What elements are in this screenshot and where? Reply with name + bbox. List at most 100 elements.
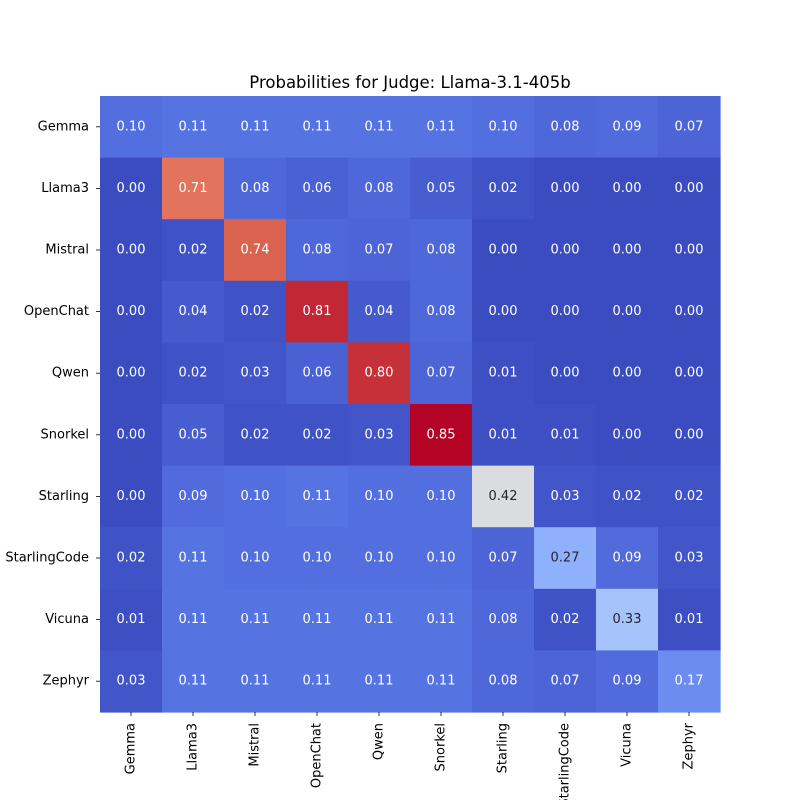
cell-value-label: 0.33 xyxy=(613,612,642,627)
cell-value-label: 0.00 xyxy=(117,243,146,258)
x-tick-label: Llama3 xyxy=(186,723,201,771)
heatmap-cell-mistral-starlingcode xyxy=(534,219,597,282)
heatmap-cell-gemma-starling xyxy=(472,96,535,159)
cell-value-label: 0.00 xyxy=(675,243,704,258)
heatmap-cell-openchat-vicuna xyxy=(596,280,659,343)
heatmap-cell-gemma-gemma xyxy=(100,96,163,159)
heatmap-cell-zephyr-gemma xyxy=(100,650,163,713)
heatmap-cell-starling-openchat xyxy=(286,465,349,528)
cell-value-label: 0.11 xyxy=(303,674,332,689)
heatmap-cell-zephyr-llama3 xyxy=(162,650,225,713)
cell-value-label: 0.03 xyxy=(365,427,394,442)
heatmap-cell-starling-starling xyxy=(472,465,535,528)
cell-value-label: 0.03 xyxy=(117,674,146,689)
heatmap-cell-vicuna-zephyr xyxy=(658,588,721,651)
cell-value-label: 0.05 xyxy=(179,427,208,442)
cell-value-label: 0.11 xyxy=(365,674,394,689)
heatmap-cell-openchat-openchat xyxy=(286,280,349,343)
heatmap-cell-starlingcode-starlingcode xyxy=(534,527,597,590)
heatmap-cell-snorkel-starlingcode xyxy=(534,404,597,467)
heatmap-cell-openchat-zephyr xyxy=(658,280,721,343)
cell-value-label: 0.10 xyxy=(241,551,270,566)
heatmap-cell-snorkel-starling xyxy=(472,404,535,467)
cell-value-label: 0.27 xyxy=(551,551,580,566)
heatmap-cell-mistral-mistral xyxy=(224,219,287,282)
heatmap-cell-starlingcode-vicuna xyxy=(596,527,659,590)
cell-value-label: 0.02 xyxy=(117,551,146,566)
y-axis: Gemma Llama3 Mistral OpenChat Qwen Snorkel Sta… xyxy=(5,119,100,689)
cell-value-label: 0.01 xyxy=(117,612,146,627)
heatmap-cell-zephyr-starlingcode xyxy=(534,650,597,713)
cell-value-label: 0.11 xyxy=(241,674,270,689)
x-tick-label: Vicuna xyxy=(620,723,635,767)
cell-value-label: 0.00 xyxy=(551,366,580,381)
heatmap-cell-openchat-mistral xyxy=(224,280,287,343)
cell-value-label: 0.00 xyxy=(117,427,146,442)
cell-value-label: 0.03 xyxy=(241,366,270,381)
cell-value-label: 0.08 xyxy=(365,181,394,196)
heatmap-cell-qwen-gemma xyxy=(100,342,163,405)
cell-value-label: 0.11 xyxy=(241,119,270,134)
cell-value-label: 0.09 xyxy=(613,119,642,134)
x-axis: Gemma Llama3 Mistral OpenChat Qwen Snorkel Sta… xyxy=(124,712,697,804)
x-tick-label: OpenChat xyxy=(310,723,325,788)
y-tick-label: Starling xyxy=(39,489,89,504)
heatmap-cell-qwen-zephyr xyxy=(658,342,721,405)
cell-value-label: 0.11 xyxy=(427,612,456,627)
heatmap-cell-starlingcode-mistral xyxy=(224,527,287,590)
cell-value-label: 0.06 xyxy=(303,366,332,381)
heatmap-cell-starlingcode-openchat xyxy=(286,527,349,590)
cell-value-label: 0.81 xyxy=(303,304,332,319)
cell-value-label: 0.11 xyxy=(303,489,332,504)
heatmap-cell-vicuna-snorkel xyxy=(410,588,473,651)
cell-value-label: 0.02 xyxy=(675,489,704,504)
heatmap-cell-llama3-starling xyxy=(472,157,535,220)
cell-value-label: 0.42 xyxy=(489,489,518,504)
cell-value-label: 0.11 xyxy=(179,119,208,134)
cell-value-label: 0.00 xyxy=(117,366,146,381)
heatmap-cell-zephyr-qwen xyxy=(348,650,411,713)
x-tick-label: Mistral xyxy=(248,723,263,767)
y-tick-label: Llama3 xyxy=(41,181,89,196)
heatmap-cell-openchat-starling xyxy=(472,280,535,343)
cell-value-label: 0.00 xyxy=(613,304,642,319)
cell-value-label: 0.09 xyxy=(613,674,642,689)
heatmap-cell-starlingcode-snorkel xyxy=(410,527,473,590)
cell-value-label: 0.02 xyxy=(303,427,332,442)
heatmap-cell-mistral-starling xyxy=(472,219,535,282)
heatmap-cell-mistral-llama3 xyxy=(162,219,225,282)
cell-value-label: 0.00 xyxy=(551,181,580,196)
heatmap-cell-starling-zephyr xyxy=(658,465,721,528)
heatmap-cell-mistral-qwen xyxy=(348,219,411,282)
heatmap-cell-gemma-snorkel xyxy=(410,96,473,159)
heatmap-cell-qwen-vicuna xyxy=(596,342,659,405)
cell-value-label: 0.09 xyxy=(179,489,208,504)
cell-value-label: 0.74 xyxy=(241,243,270,258)
heatmap-cell-snorkel-openchat xyxy=(286,404,349,467)
heatmap-cell-vicuna-starling xyxy=(472,588,535,651)
y-tick-label: Vicuna xyxy=(45,612,89,627)
y-tick-label: StarlingCode xyxy=(5,551,89,566)
cell-value-label: 0.00 xyxy=(489,243,518,258)
heatmap-cell-vicuna-gemma xyxy=(100,588,163,651)
x-tick-label: Gemma xyxy=(124,723,139,774)
cell-value-label: 0.00 xyxy=(117,181,146,196)
cell-value-label: 0.03 xyxy=(551,489,580,504)
heatmap-cell-openchat-starlingcode xyxy=(534,280,597,343)
cell-value-label: 0.00 xyxy=(675,427,704,442)
heatmap-cell-vicuna-llama3 xyxy=(162,588,225,651)
x-tick-label: Qwen xyxy=(372,723,387,760)
heatmap-cell-gemma-openchat xyxy=(286,96,349,159)
heatmap-cell-starlingcode-gemma xyxy=(100,527,163,590)
cell-value-label: 0.10 xyxy=(427,489,456,504)
cell-value-label: 0.00 xyxy=(551,243,580,258)
heatmap-cell-zephyr-mistral xyxy=(224,650,287,713)
x-tick-label: Zephyr xyxy=(682,722,697,769)
heatmap-cell-qwen-mistral xyxy=(224,342,287,405)
x-tick-label: StarlingCode xyxy=(558,723,573,800)
cell-value-label: 0.00 xyxy=(117,304,146,319)
heatmap-cell-qwen-openchat xyxy=(286,342,349,405)
cell-value-label: 0.02 xyxy=(179,243,208,258)
heatmap-cell-starling-gemma xyxy=(100,465,163,528)
